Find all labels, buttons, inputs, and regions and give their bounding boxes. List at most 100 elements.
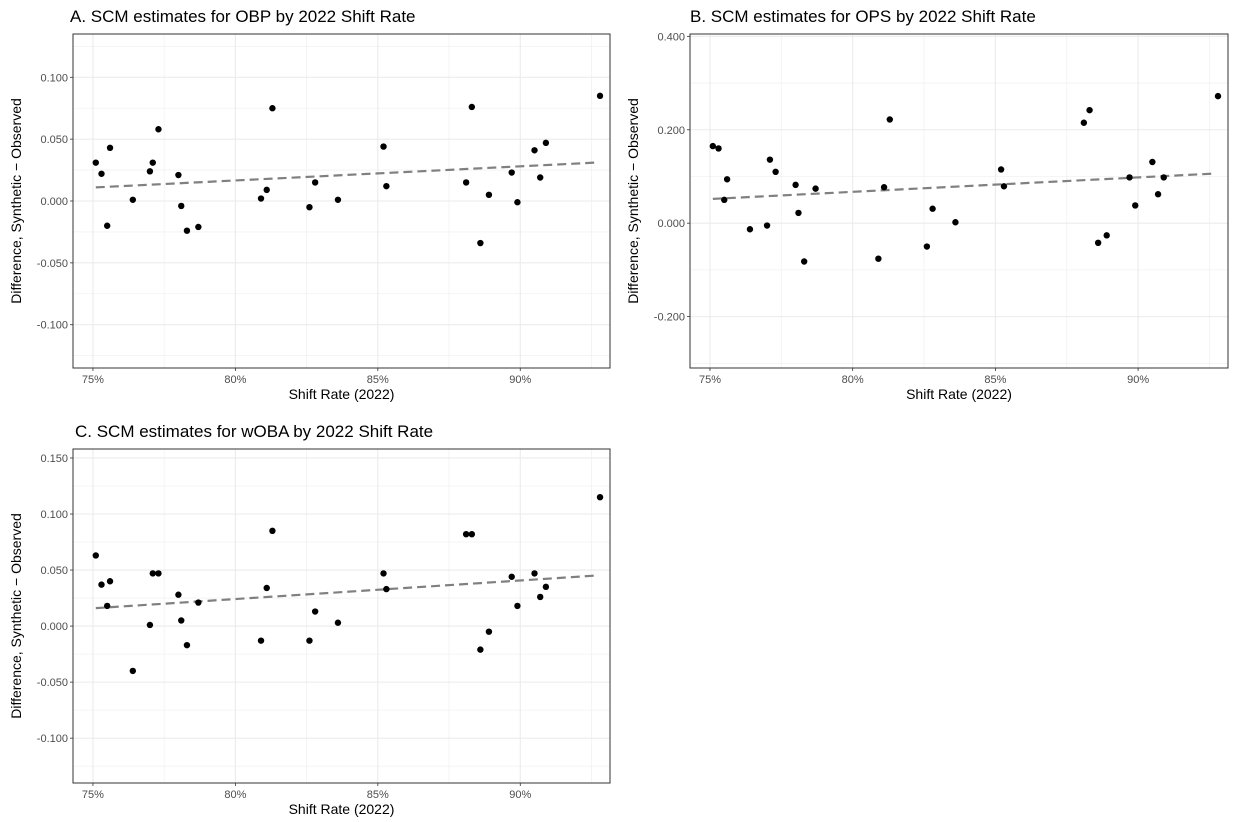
- data-point: [195, 223, 202, 231]
- data-point: [1000, 183, 1008, 190]
- data-point: [311, 608, 319, 615]
- data-point: [468, 530, 476, 538]
- data-point: [1094, 239, 1102, 247]
- data-point: [146, 168, 154, 175]
- data-point: [721, 196, 728, 204]
- data-point: [715, 145, 722, 152]
- data-point: [383, 182, 390, 190]
- data-point: [880, 184, 888, 191]
- data-point: [468, 103, 476, 111]
- data-point: [772, 168, 779, 176]
- data-point: [306, 637, 313, 644]
- data-point: [146, 621, 154, 629]
- trend-line: [95, 574, 595, 610]
- data-point: [183, 227, 191, 234]
- data-point: [1160, 174, 1167, 181]
- x-tick-label: 85%: [367, 789, 389, 801]
- panel-border: [689, 33, 1229, 369]
- data-point: [149, 570, 156, 577]
- data-point: [477, 239, 484, 247]
- trend-line: [95, 161, 595, 189]
- data-point: [175, 591, 182, 598]
- y-tick-label: 0.000: [40, 196, 68, 208]
- data-point: [1086, 106, 1093, 114]
- y-tick-label: -0.100: [37, 320, 68, 332]
- data-point: [103, 602, 111, 610]
- y-tick-label: 0.400: [657, 31, 685, 43]
- x-tick-label: 90%: [1127, 374, 1149, 386]
- x-tick-label: 75%: [82, 789, 104, 801]
- y-tick-label: 0.150: [40, 453, 68, 465]
- data-point: [1132, 202, 1139, 209]
- data-point: [763, 222, 771, 229]
- data-point: [178, 617, 185, 624]
- x-tick-label: 80%: [224, 789, 246, 801]
- data-point: [514, 602, 521, 610]
- panel-title: C. SCM estimates for wOBA by 2022 Shift …: [75, 422, 433, 441]
- panel-title: A. SCM estimates for OBP by 2022 Shift R…: [70, 7, 416, 26]
- data-point: [1080, 119, 1088, 126]
- y-tick-label: -0.050: [37, 258, 68, 270]
- data-point: [800, 258, 808, 265]
- y-tick-label: 0.050: [40, 134, 68, 146]
- data-point: [812, 185, 819, 192]
- data-point: [269, 527, 276, 535]
- data-point: [875, 255, 882, 262]
- x-tick-label: 75%: [82, 374, 104, 386]
- x-axis-title: Shift Rate (2022): [906, 386, 1012, 402]
- x-axis-title: Shift Rate (2022): [289, 801, 395, 817]
- y-tick-label: 0.000: [657, 218, 685, 230]
- y-tick-label: 0.200: [657, 125, 685, 137]
- data-point: [306, 203, 313, 211]
- data-point: [508, 169, 515, 176]
- data-point: [183, 641, 191, 649]
- data-point: [723, 176, 731, 183]
- data-point: [1103, 232, 1110, 239]
- y-tick-label: 0.100: [40, 509, 68, 521]
- data-point: [508, 573, 515, 580]
- data-point: [485, 191, 493, 199]
- x-tick-label: 85%: [984, 374, 1006, 386]
- data-point: [1126, 174, 1133, 181]
- data-point: [923, 243, 931, 250]
- data-point: [149, 159, 156, 166]
- panel-c: 75% 80% 85% 90% 0.150 0.100 0.050 0.000 -0.050 -0…: [8, 422, 611, 817]
- data-point: [257, 195, 265, 202]
- data-point: [155, 570, 162, 577]
- data-point: [92, 552, 99, 559]
- panel-border: [72, 448, 611, 784]
- data-point: [269, 105, 276, 112]
- x-tick-label: 80%: [842, 374, 864, 386]
- data-point: [263, 186, 270, 194]
- data-point: [1214, 92, 1222, 100]
- x-tick-label: 75%: [699, 374, 721, 386]
- data-point: [98, 581, 105, 588]
- panel-b: 75% 80% 85% 90% 0.400 0.200 0.000 -0.200 B. SCM …: [625, 7, 1229, 402]
- panel-a: 75% 80% 85% 90% 0.100 0.050 0.000 -0.050 -0.100 A…: [8, 7, 611, 402]
- data-point: [462, 530, 470, 538]
- panel-title: B. SCM estimates for OPS by 2022 Shift R…: [690, 7, 1036, 26]
- data-point: [596, 92, 604, 100]
- data-point: [311, 179, 319, 186]
- data-point: [129, 667, 137, 675]
- data-point: [537, 174, 544, 181]
- data-point: [195, 599, 202, 606]
- data-point: [257, 637, 265, 644]
- data-point: [795, 209, 802, 217]
- data-point: [542, 139, 550, 147]
- y-tick-label: 0.050: [40, 565, 68, 577]
- data-point: [129, 196, 137, 203]
- x-tick-label: 80%: [224, 374, 246, 386]
- data-point: [514, 199, 521, 206]
- data-point: [485, 628, 493, 635]
- y-axis-title: Difference, Synthetic − Observed: [625, 98, 641, 304]
- data-point: [334, 196, 342, 203]
- trend-line: [712, 172, 1213, 200]
- data-point: [537, 593, 544, 601]
- y-tick-label: 0.000: [40, 621, 68, 633]
- data-point: [334, 619, 342, 626]
- data-point: [155, 126, 162, 133]
- data-point: [997, 166, 1005, 173]
- data-point: [766, 156, 774, 163]
